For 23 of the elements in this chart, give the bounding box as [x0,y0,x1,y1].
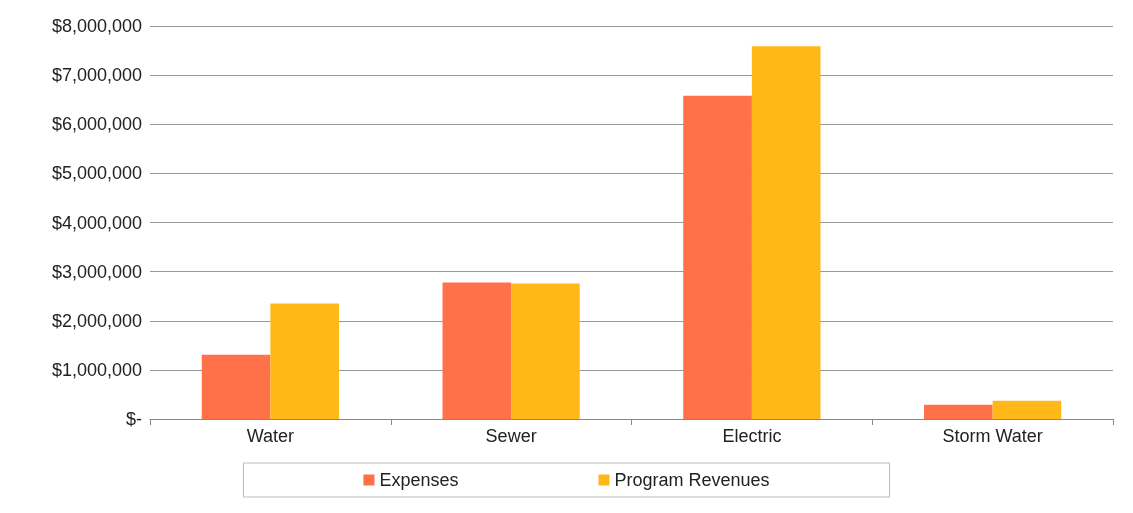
y-tick-label: $7,000,000 [51,65,142,86]
bar [924,404,993,419]
bar [201,354,271,419]
x-tick-label: Storm Water [942,426,1043,446]
y-tick-label: $5,000,000 [51,163,142,184]
bar [751,46,821,419]
bar [992,400,1062,419]
y-tick-label: $2,000,000 [51,310,142,331]
y-tick-label: $6,000,000 [51,114,142,135]
legend-label: Program Revenues [614,470,770,490]
y-tick-label: $3,000,000 [51,261,142,282]
bar [683,95,752,419]
x-tick-label: Electric [722,426,782,446]
y-tick-label: $4,000,000 [51,212,142,233]
y-tick-label: $1,000,000 [51,359,142,380]
bar [511,283,580,419]
x-tick-label: Water [246,426,295,446]
legend-label: Expenses [379,470,459,490]
x-tick-label: Sewer [485,426,537,446]
bar [270,303,339,419]
y-tick-label: $- [125,409,142,429]
bar [442,282,512,419]
y-tick-label: $8,000,000 [51,16,142,36]
